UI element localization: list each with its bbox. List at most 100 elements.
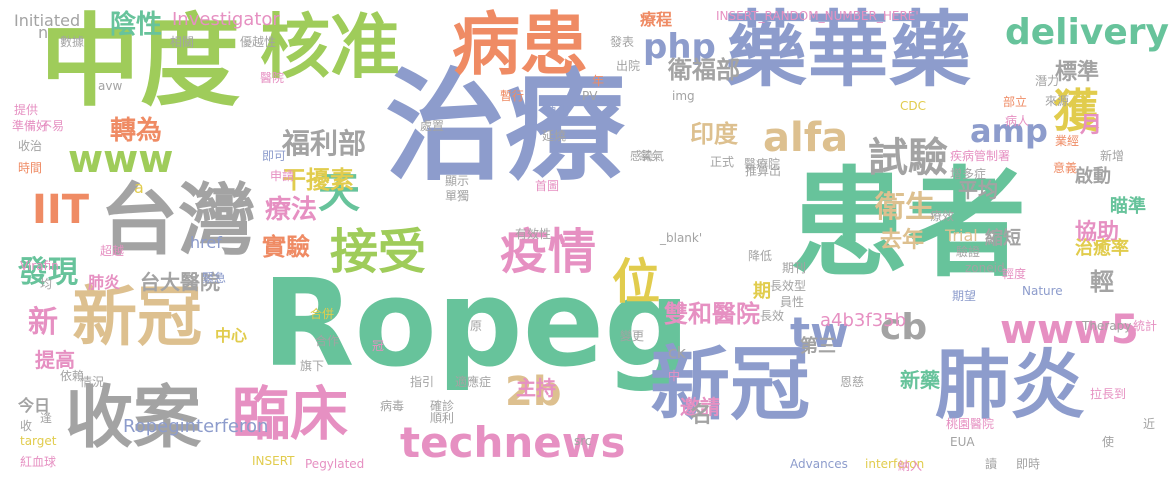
cloud-word: 增多症 — [950, 167, 987, 181]
cloud-word: 正式 — [710, 155, 735, 169]
cloud-word: 即時 — [1016, 457, 1041, 471]
cloud-word: 療程 — [640, 10, 673, 29]
cloud-word: img — [672, 89, 695, 103]
cloud-word: 來源 — [1045, 94, 1070, 108]
cloud-word: 長效型 — [770, 279, 807, 293]
cloud-word: technews — [400, 418, 626, 467]
cloud-word: 主持 — [516, 376, 556, 400]
cloud-word: 獲 — [1053, 84, 1099, 138]
cloud-word: Initiated — [14, 11, 81, 30]
cloud-word: 名 — [690, 403, 713, 428]
cloud-word: 推算出 — [745, 164, 782, 178]
cloud-word: 年 — [592, 74, 605, 88]
cloud-word: 有效性 — [515, 227, 552, 241]
cloud-word: 即可 — [262, 149, 287, 163]
cloud-word: 讀 — [985, 457, 998, 471]
cloud-word: src — [574, 434, 592, 448]
cloud-word: 醫療院 — [744, 157, 781, 171]
cloud-word: 業經 — [1055, 134, 1080, 148]
cloud-word: 療法 — [265, 195, 318, 225]
cloud-word: 2b — [505, 369, 562, 415]
cloud-word: 月 — [1080, 113, 1103, 138]
cloud-word: 恩慈 — [840, 375, 865, 389]
cloud-word: Virafin — [20, 259, 59, 273]
cloud-word: n — [38, 23, 49, 42]
cloud-word: 拉長到 — [1090, 387, 1127, 401]
cloud-word: 邀請 — [680, 395, 720, 419]
cloud-word: 合併 — [310, 307, 335, 321]
cloud-word: 啟動 — [1075, 166, 1111, 187]
cloud-word: 新冠 — [650, 338, 810, 431]
cloud-word: Therapy — [1082, 319, 1132, 333]
cloud-word: delivery — [1005, 12, 1169, 53]
cloud-word: INSERT_RANDOM_NUMBER_HERE' — [716, 9, 919, 23]
cloud-word: 納入 — [898, 459, 923, 473]
cloud-word: 位 — [612, 254, 661, 310]
cloud-word: Ropeg — [262, 255, 691, 394]
cloud-word: 降低 — [748, 249, 773, 263]
cloud-word: 近 — [1143, 417, 1156, 431]
cloud-word: 接受 — [330, 224, 427, 280]
cloud-word: 使 — [1102, 435, 1115, 449]
cloud-word: avw — [98, 79, 123, 93]
cloud-word: 部立 — [1003, 95, 1028, 109]
cloud-word: 發表 — [610, 35, 635, 49]
cloud-word: 原 — [470, 319, 483, 333]
cloud-word: 新冠 — [72, 280, 203, 355]
cloud-word: www — [68, 137, 174, 181]
cloud-word: 收案 — [65, 379, 202, 458]
cloud-word: 暫行 — [500, 89, 525, 103]
cloud-word: 新藥 — [900, 368, 940, 392]
cloud-word: Advances — [790, 457, 848, 471]
cloud-word: 天 — [318, 168, 361, 217]
cloud-word: 標準 — [1055, 60, 1100, 85]
cloud-word: 肺炎 — [935, 341, 1086, 429]
cloud-word: 收 — [20, 419, 33, 433]
cloud-word: IIT — [32, 187, 90, 233]
cloud-word: 驗證 — [956, 245, 981, 259]
cloud-word: 顯示 — [445, 174, 470, 188]
cloud-word: 確診 — [430, 399, 455, 413]
cloud-word: 桃園醫院 — [946, 417, 995, 431]
cloud-word: 處置 — [420, 119, 445, 133]
cloud-word: 中度 — [40, 3, 240, 120]
cloud-word: 緊急 — [202, 271, 227, 285]
cloud-word: 核准 — [260, 6, 400, 88]
cloud-word: 印度 — [690, 120, 738, 148]
cloud-word: 瞄準 — [1110, 196, 1146, 217]
cloud-word: 病患 — [452, 6, 589, 85]
cloud-word: 順利 — [430, 411, 455, 425]
cloud-word: href — [190, 233, 222, 252]
cloud-word: 員性 — [780, 295, 805, 309]
cloud-word: 指引 — [410, 375, 435, 389]
cloud-word: 長效 — [760, 309, 785, 323]
cloud-word: 紅血球 — [20, 455, 57, 469]
cloud-word: 準備好 — [12, 119, 49, 133]
cloud-word: 依賴 — [60, 369, 85, 383]
cloud-word: 超越 — [100, 244, 125, 258]
cloud-word: 提供 — [14, 103, 39, 117]
cloud-word: 病人 — [1005, 114, 1030, 128]
cloud-word: 去年 — [880, 228, 925, 253]
cloud-word: 醫院 — [260, 71, 285, 85]
cloud-word: php — [643, 27, 716, 67]
cloud-word: 冠 — [372, 339, 385, 353]
cloud-word: 平均 — [958, 178, 998, 202]
cloud-word: 疾病管制署 — [950, 149, 1011, 163]
cloud-word: 相關 — [170, 35, 195, 49]
cloud-word: CDC — [900, 99, 926, 113]
cloud-word: a4b3f35b — [820, 310, 907, 331]
cloud-word: Investigator — [172, 9, 280, 30]
cloud-word: 衛福部 — [668, 56, 740, 84]
cloud-word: 合作 — [315, 334, 340, 348]
cloud-word: 單獨 — [445, 189, 470, 203]
cloud-word: 發現 — [18, 255, 78, 290]
cloud-word: 均 — [40, 277, 53, 291]
cloud-word: 期刊 — [782, 261, 807, 275]
cloud-word: 肺炎 — [88, 273, 121, 292]
cloud-word: interferon — [865, 457, 925, 471]
cloud-word: 申請 — [270, 169, 295, 183]
cloud-word: 干擾素 — [282, 166, 354, 194]
cloud-word: 今日 — [18, 396, 51, 415]
cloud-word: 輕度 — [1002, 267, 1027, 281]
